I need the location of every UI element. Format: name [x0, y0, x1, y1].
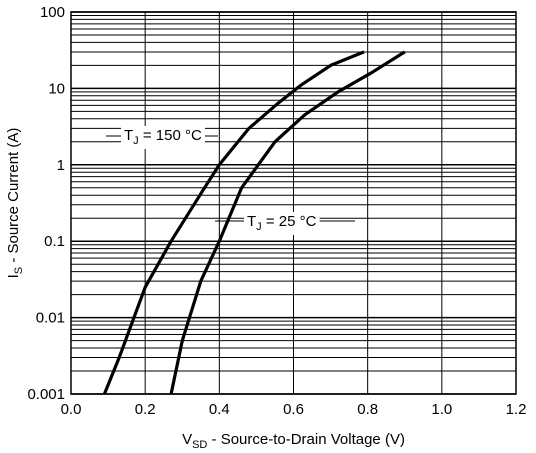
x-tick-label: 1.2 [506, 401, 527, 418]
x-tick-labels: 0.0 0.2 0.4 0.6 0.8 1.0 1.2 [61, 401, 527, 418]
series-line-25c [169, 50, 406, 395]
major-grid [70, 11, 517, 395]
x-tick-label: 0.4 [209, 401, 230, 418]
y-tick-label: 100 [40, 4, 65, 21]
x-tick-label: 0.0 [61, 401, 82, 418]
plot-frame [70, 11, 517, 395]
annotation-25c-label: TJ = 25 °C [247, 213, 317, 233]
x-axis-title: VSD - Source-to-Drain Voltage (V) [182, 431, 405, 451]
series-line-150c [102, 50, 365, 395]
annotation-150c: TJ = 150 °C [106, 126, 218, 149]
x-tick-label: 0.2 [135, 401, 156, 418]
y-axis-title: IS - Source Current (A) [5, 128, 25, 279]
annotation-25c: TJ = 25 °C [215, 212, 355, 235]
y-tick-label: 0.01 [36, 310, 65, 327]
y-tick-label: 10 [48, 80, 65, 97]
y-tick-label: 0.001 [27, 386, 65, 403]
y-tick-label: 1 [57, 157, 65, 174]
x-tick-label: 0.6 [283, 401, 304, 418]
y-tick-labels: 0.001 0.01 0.1 1 10 100 [27, 4, 65, 403]
x-tick-label: 1.0 [431, 401, 452, 418]
y-tick-label: 0.1 [44, 233, 65, 250]
x-tick-label: 0.8 [357, 401, 378, 418]
series-layer [102, 50, 406, 395]
annotation-150c-label: TJ = 150 °C [124, 127, 202, 147]
